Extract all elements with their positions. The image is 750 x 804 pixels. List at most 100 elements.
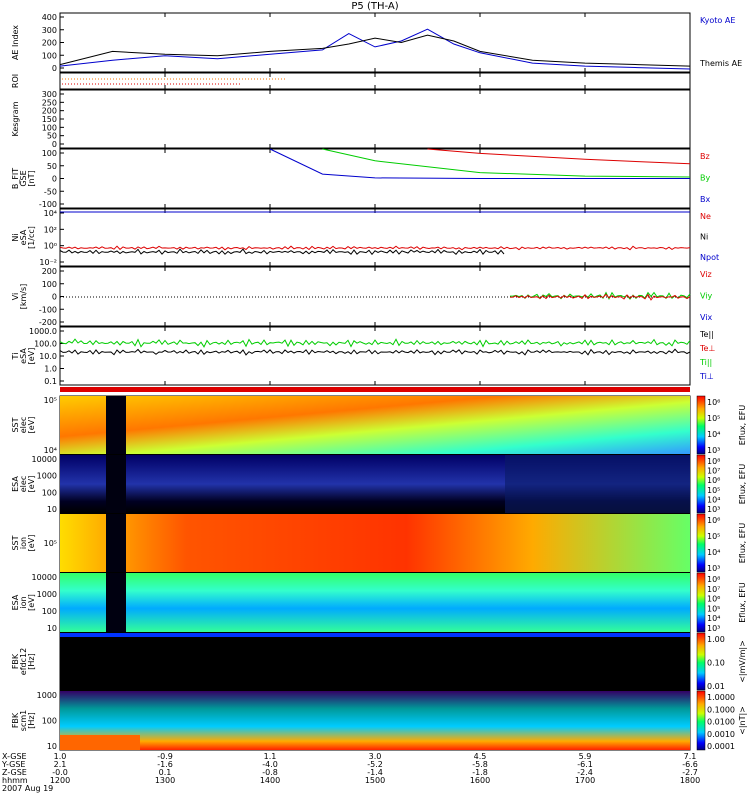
footer-value: 1800 xyxy=(680,776,700,785)
ne-trace xyxy=(60,246,690,250)
ytick-vi: -200 xyxy=(39,318,57,327)
fbk-scm-low-band xyxy=(60,735,140,750)
series-themis-ae xyxy=(60,35,690,66)
colorbar-tick: 10⁵ xyxy=(707,414,720,423)
spectrogram-esa_i xyxy=(60,573,690,632)
fbk-efdc-stripe xyxy=(60,633,690,637)
legend-te: Te⊥ xyxy=(699,344,715,353)
ylabel-roi: ROI xyxy=(11,74,20,88)
ytick-vi: 0 xyxy=(52,293,57,302)
legend-ne: Ne xyxy=(700,212,711,221)
colorbar-label-esa_i: Eflux, EFU xyxy=(738,582,747,623)
ytick-esa_e: 1000 xyxy=(37,472,57,481)
colorbar-tick: 10³ xyxy=(707,505,720,514)
ytick-ti: 100.0 xyxy=(34,340,57,349)
colorbar-tick: 10⁵ xyxy=(707,486,720,495)
panel-frame-ni xyxy=(60,209,690,266)
spectrogram-fbk2 xyxy=(60,691,690,750)
colorbar-tick: 1.0000 xyxy=(707,693,735,702)
ytick-esa_e: 10000 xyxy=(32,455,57,464)
legend-kyotoae: Kyoto AE xyxy=(700,16,735,25)
colorbar-tick: 0.0010 xyxy=(707,730,735,739)
ytick-ae: 200 xyxy=(42,39,57,48)
spectrogram-sst_e xyxy=(60,396,690,454)
ylabel-kp: Kesgram xyxy=(11,101,20,136)
ytick-ae: 0 xyxy=(52,64,57,73)
plot-title: P5 (TH-A) xyxy=(351,1,398,12)
data-gap-strip xyxy=(106,573,126,632)
ytick-ti: 1.0 xyxy=(44,365,57,374)
ytick-esa_i: 10 xyxy=(47,624,57,633)
legend-ti: Ti⊥ xyxy=(699,372,714,381)
series-by xyxy=(323,149,691,177)
colorbar-label-fbk1: <|mV/m|> xyxy=(738,640,747,683)
ytick-fbk2: 100 xyxy=(42,717,57,726)
footer-value: 1500 xyxy=(365,776,385,785)
colorbar-tick: 0.01 xyxy=(707,682,725,691)
ytick-vi: -100 xyxy=(39,305,57,314)
ytick-kp: 0 xyxy=(52,140,57,149)
footer: X-GSEY-GSEZ-GSEhhmm2007 Aug 19 1.02.1-0.0… xyxy=(1,752,700,793)
ylabel-fbk2: FBKscm1[Hz] xyxy=(11,710,36,731)
colorbar-tick: 10⁴ xyxy=(707,548,720,557)
ytick-vi: 200 xyxy=(42,267,57,276)
colorbar-label-sst_e: Eflux, EFU xyxy=(738,405,747,446)
esa-electron-late-region xyxy=(505,455,690,513)
ytick-ni: 10⁴ xyxy=(44,209,57,218)
ytick-ae: 100 xyxy=(42,51,57,60)
ni-trace xyxy=(60,249,504,254)
ytick-bfit: -50 xyxy=(44,187,57,196)
colorbar-tick: 10⁵ xyxy=(707,604,720,613)
ytick-ti: 10.0 xyxy=(39,352,57,361)
ytick-ti: 0.1 xyxy=(44,377,57,386)
legend-by: By xyxy=(700,174,710,183)
te-par-trace xyxy=(60,349,690,355)
legend-bz: Bz xyxy=(700,152,710,161)
colorbar-tick: 10⁸ xyxy=(707,575,720,584)
colorbar-tick: 0.0100 xyxy=(707,718,735,727)
colorbar-tick: 10³ xyxy=(707,446,720,455)
ytick-bfit: -100 xyxy=(39,200,57,209)
lines-layer xyxy=(60,29,690,355)
colorbar-sst_i xyxy=(697,514,705,572)
ylabel-sst_e: SSTelec[eV] xyxy=(11,417,36,434)
ylabel-bfit: B_FITGSE[nT] xyxy=(11,168,36,189)
colorbar-esa_e xyxy=(697,455,705,513)
ylabel-sst_i: SSTion[eV] xyxy=(11,535,36,552)
ytick-bfit: 0 xyxy=(52,175,57,184)
colorbar-tick: 10⁵ xyxy=(707,532,720,541)
colorbar-fbk2 xyxy=(697,691,705,750)
ytick-esa_e: 10 xyxy=(47,505,57,514)
footer-value: 1400 xyxy=(260,776,280,785)
colorbar-tick: 0.1000 xyxy=(707,705,735,714)
footer-value: 1300 xyxy=(155,776,175,785)
legend-ti: Ti|| xyxy=(699,358,712,367)
legend-bx: Bx xyxy=(700,195,710,204)
ytick-ni: 10⁻² xyxy=(39,258,57,267)
colorbar-tick: 0.0001 xyxy=(707,742,735,751)
colorbar-sst_e xyxy=(697,396,705,454)
spectrogram-sst_i xyxy=(60,514,690,572)
ytick-esa_i: 1000 xyxy=(37,590,57,599)
legend-te: Te|| xyxy=(699,330,714,339)
ytick-bfit: 50 xyxy=(47,162,57,171)
footer-value: 1700 xyxy=(575,776,595,785)
colorbar-tick: 10⁷ xyxy=(707,467,720,476)
colorbar-tick: 10⁶ xyxy=(707,595,720,604)
ylabel-fbk1: FBKefdc12[Hz] xyxy=(11,648,36,675)
footer-row-label: 2007 Aug 19 xyxy=(2,784,53,793)
ytick-sst_e: 10⁴ xyxy=(44,446,57,455)
ylabel-esa_e: ESAelec[eV] xyxy=(11,476,36,493)
footer-value: 1600 xyxy=(470,776,490,785)
footer-value: 1200 xyxy=(50,776,70,785)
colorbar-label-fbk2: <|nT|> xyxy=(738,706,747,735)
colorbar-esa_i xyxy=(697,573,705,632)
ytick-sst_e: 10⁵ xyxy=(44,396,57,405)
colorbar-tick: 10³ xyxy=(707,564,720,573)
ytick-ti: 1000.0 xyxy=(29,327,57,336)
colorbar-fbk1 xyxy=(697,633,705,690)
data-gap-strip xyxy=(106,396,126,454)
legend-vix: Vix xyxy=(700,313,713,322)
ytick-ni: 10⁰ xyxy=(44,242,57,251)
